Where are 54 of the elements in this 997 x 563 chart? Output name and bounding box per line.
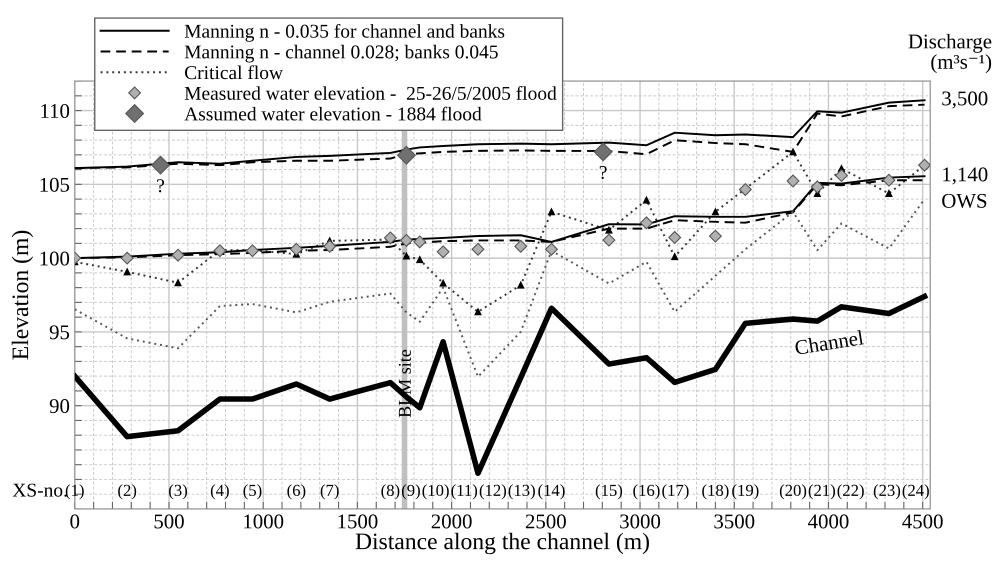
x-tick-label: 0: [70, 514, 80, 528]
x-tick-label: 1000: [244, 514, 284, 528]
x-tick-label: 2000: [432, 514, 472, 528]
x-tick-label: 3500: [714, 514, 754, 528]
x-tick-label: 4500: [902, 514, 943, 528]
annotation: (3): [169, 484, 188, 500]
x-tick-label: 4000: [808, 514, 848, 528]
x-tick-label: 500: [154, 514, 184, 528]
y-tick-label: 110: [41, 104, 70, 118]
legend-label: Assumed water elevation - 1884 flood: [184, 106, 482, 121]
legend-label: Manning n - channel 0.028; banks 0.045: [184, 44, 498, 62]
annotation: ?: [600, 166, 607, 180]
x-axis-title: Distance along the channel (m): [356, 532, 649, 554]
text: OWS: [942, 194, 986, 208]
text: Channel: [794, 330, 864, 355]
annotation: (21): [808, 484, 835, 500]
annotation: (10): [422, 484, 449, 500]
annotation: (13): [508, 484, 535, 500]
annotation: (6): [287, 484, 306, 500]
text: 1,140: [943, 167, 988, 184]
y-tick-label: 90: [50, 399, 70, 414]
legend-label: Measured water elevation - 25-26/5/2005 flood: [184, 86, 557, 100]
annotation: (1): [66, 484, 84, 500]
text: Discharge (m³s⁻¹): [908, 34, 992, 74]
annotation: (17): [662, 484, 689, 500]
legend-label: Manning n - 0.035 for channel and banks: [184, 24, 504, 42]
legend-label: Critical flow: [185, 65, 283, 80]
annotation: (2): [118, 484, 136, 500]
y-tick-label: 95: [50, 325, 70, 340]
annotation: ?: [157, 179, 164, 192]
y-tick-label: 100: [40, 252, 70, 266]
x-tick-label: 3000: [620, 514, 660, 528]
annotation: (24): [902, 484, 929, 500]
annotation: (4): [210, 484, 229, 500]
annotation: (22): [838, 484, 864, 500]
annotation: (18): [702, 484, 729, 500]
text: XS-no.: [12, 484, 67, 497]
annotation: (19): [732, 484, 759, 500]
annotation: (16): [633, 484, 660, 500]
annotation: (7): [320, 484, 339, 500]
annotation: (8): [381, 484, 400, 500]
x-tick-label: 2500: [526, 514, 566, 528]
annotation: (14): [538, 484, 565, 500]
annotation: (11): [451, 484, 478, 500]
y-tick-label: 105: [40, 178, 70, 192]
y-axis-title: Elevation (m): [12, 230, 34, 360]
annotation: (23): [874, 484, 900, 500]
annotation: (15): [596, 484, 622, 500]
x-tick-label: 1500: [338, 514, 378, 528]
annotation: (5): [243, 484, 262, 500]
text: 3,500: [942, 91, 988, 108]
annotation: (9): [402, 484, 420, 500]
annotation: (20): [780, 484, 806, 500]
annotation: (12): [480, 484, 506, 500]
